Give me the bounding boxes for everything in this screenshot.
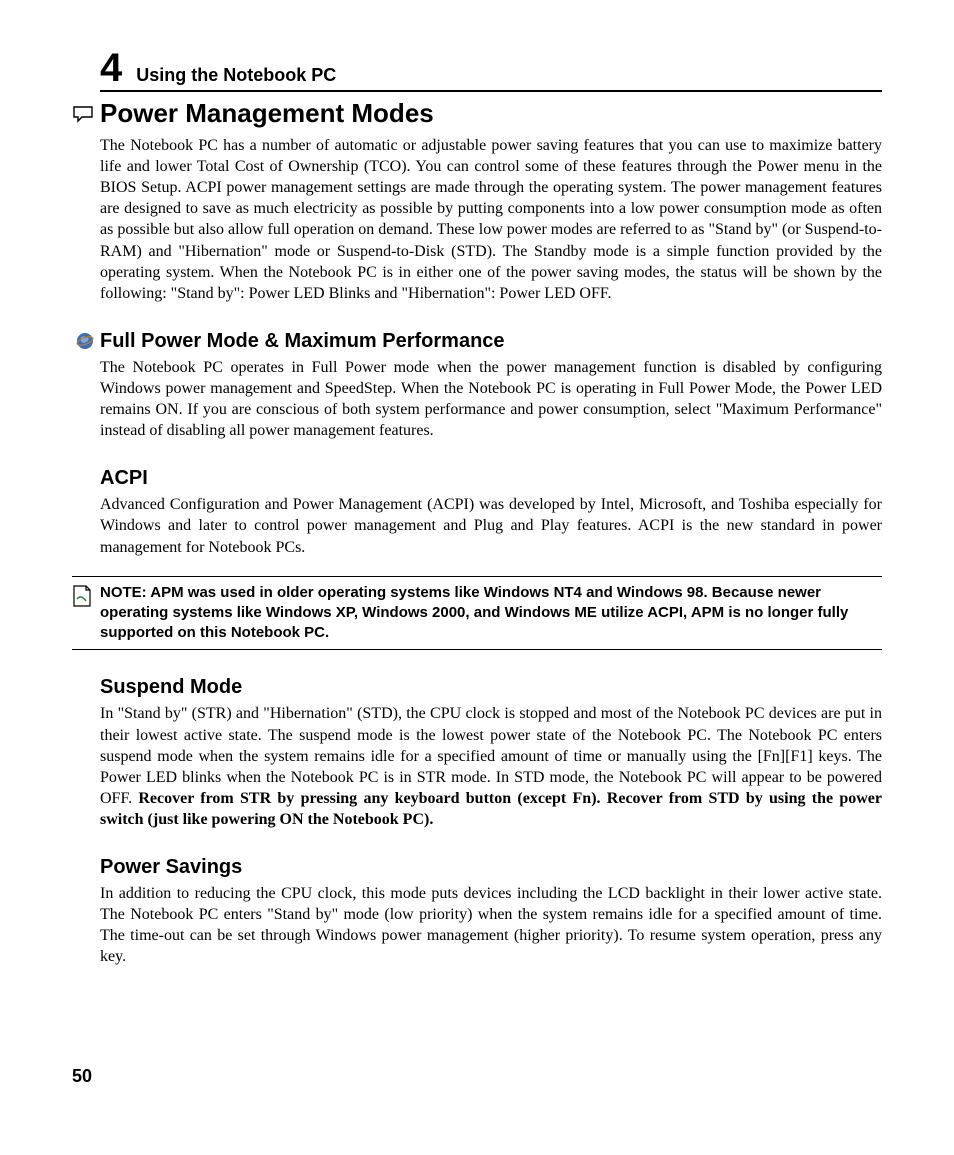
section-savings: Power Savings In addition to reducing th… — [72, 856, 882, 967]
chapter-number: 4 — [100, 48, 122, 88]
suspend-body: In "Stand by" (STR) and "Hibernation" (S… — [100, 703, 882, 830]
globe-icon — [76, 332, 94, 350]
suspend-body-b: Recover from STR by pressing any keyboar… — [100, 790, 882, 828]
chapter-header: 4 Using the Notebook PC — [100, 48, 882, 92]
note-text: NOTE: APM was used in older operating sy… — [100, 583, 882, 644]
fullpower-heading-row: Full Power Mode & Maximum Performance — [72, 330, 882, 353]
section-acpi: ACPI Advanced Configuration and Power Ma… — [72, 467, 882, 557]
note-block: NOTE: APM was used in older operating sy… — [72, 576, 882, 651]
chapter-title: Using the Notebook PC — [136, 65, 336, 86]
savings-body: In addition to reducing the CPU clock, t… — [100, 883, 882, 967]
fullpower-body: The Notebook PC operates in Full Power m… — [100, 357, 882, 441]
main-heading-row: Power Management Modes — [72, 98, 882, 129]
savings-heading: Power Savings — [100, 856, 882, 879]
acpi-body: Advanced Configuration and Power Managem… — [100, 494, 882, 557]
section-suspend: Suspend Mode In "Stand by" (STR) and "Hi… — [72, 676, 882, 830]
section-fullpower: Full Power Mode & Maximum Performance Th… — [72, 330, 882, 441]
note-page-icon — [72, 585, 92, 607]
page-number: 50 — [72, 1066, 92, 1087]
suspend-heading: Suspend Mode — [100, 676, 882, 699]
main-body: The Notebook PC has a number of automati… — [100, 135, 882, 304]
fullpower-heading: Full Power Mode & Maximum Performance — [100, 330, 505, 353]
acpi-heading: ACPI — [100, 467, 882, 490]
speech-bubble-icon — [72, 105, 94, 123]
main-heading: Power Management Modes — [100, 98, 434, 129]
